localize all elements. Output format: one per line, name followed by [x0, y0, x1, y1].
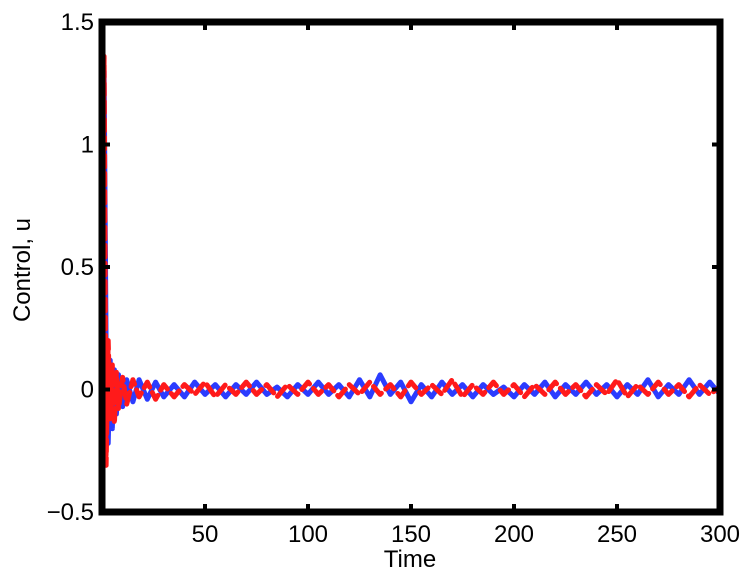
y-tick-label: 1.5 — [61, 9, 94, 36]
x-tick-label: 300 — [700, 521, 740, 548]
y-tick-label: 0 — [81, 377, 94, 404]
y-tick-label: 0.5 — [61, 254, 94, 281]
x-tick-label: 200 — [494, 521, 534, 548]
y-tick-label: 1 — [81, 132, 94, 159]
x-tick-label: 150 — [391, 521, 431, 548]
x-tick-label: 100 — [288, 521, 328, 548]
x-tick-label: 250 — [597, 521, 637, 548]
series-line-2 — [99, 53, 723, 468]
y-axis-label: Control, u — [9, 218, 36, 322]
x-axis-label: Time — [384, 546, 436, 573]
axes: 50 100 150 200 250 300 −0.5 0 0.5 1 1.5 — [47, 9, 740, 548]
series-group — [99, 53, 723, 468]
y-tick-label: −0.5 — [47, 499, 94, 526]
x-tick-label: 50 — [192, 521, 219, 548]
